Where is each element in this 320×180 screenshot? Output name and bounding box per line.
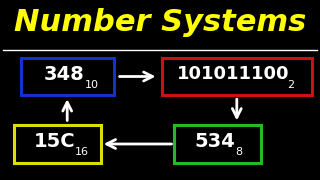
- Text: 10: 10: [84, 80, 99, 90]
- Text: 348: 348: [44, 65, 84, 84]
- FancyBboxPatch shape: [14, 125, 101, 163]
- Text: 15C: 15C: [34, 132, 75, 151]
- FancyBboxPatch shape: [174, 125, 261, 163]
- Text: 16: 16: [75, 147, 89, 157]
- Text: 534: 534: [194, 132, 235, 151]
- Text: 2: 2: [288, 80, 295, 90]
- Text: Number Systems: Number Systems: [14, 8, 306, 37]
- Text: 101011100: 101011100: [177, 65, 290, 83]
- FancyBboxPatch shape: [21, 58, 114, 95]
- Text: 8: 8: [235, 147, 242, 157]
- FancyBboxPatch shape: [162, 58, 312, 95]
